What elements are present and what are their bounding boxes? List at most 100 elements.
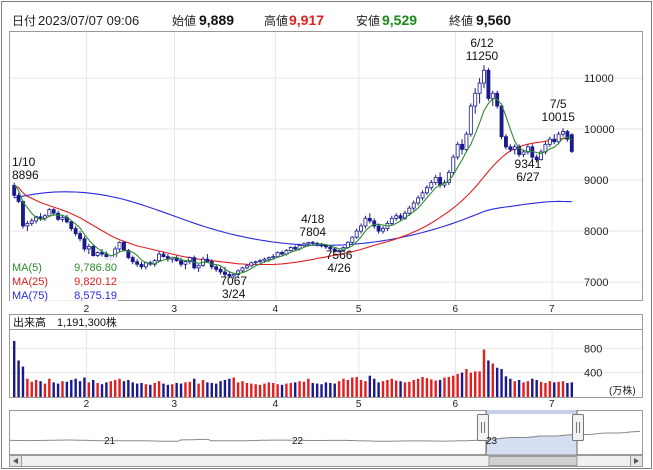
candlestick-series — [12, 65, 574, 279]
candle-body-down — [280, 252, 284, 255]
candle-body-up — [306, 241, 311, 245]
candle-body-down — [508, 146, 513, 150]
legend-item-value: 9,786.80 — [74, 262, 117, 274]
volume-bar — [26, 378, 29, 397]
candle-body-down — [100, 252, 104, 255]
volume-bar — [495, 367, 499, 397]
candle — [16, 192, 21, 204]
volume-bar — [188, 381, 192, 397]
volume-bar — [131, 382, 134, 397]
candle-body-up — [354, 230, 359, 238]
legend-item-value: 9,820.12 — [74, 276, 117, 288]
scroll-right-button[interactable] — [630, 455, 643, 467]
candle-body-down — [367, 217, 372, 222]
annotation-line-1: 1/10 — [12, 155, 36, 169]
candle — [460, 139, 464, 155]
candle — [288, 246, 293, 252]
annotation-line-1: 6/12 — [470, 36, 494, 50]
ma5-line — [13, 97, 573, 275]
candle-body-up — [95, 252, 100, 256]
volume-bar — [359, 379, 363, 397]
candle-body-up — [345, 241, 350, 248]
close-value: 9,560 — [476, 12, 511, 28]
navigator-left-handle[interactable] — [477, 414, 489, 441]
candle — [332, 247, 337, 253]
navigator-selection-area — [485, 434, 578, 456]
candle — [95, 251, 100, 258]
candle-body-down — [82, 238, 87, 250]
price-y-tick-label: 8000 — [584, 226, 608, 238]
candle-body-down — [73, 228, 78, 235]
candle — [82, 236, 87, 252]
price-x-tick-label: 7 — [549, 304, 555, 315]
scrollbar-thumb[interactable] — [488, 456, 578, 466]
volume-bar — [166, 384, 170, 397]
annotation-line-2: 10015 — [542, 110, 576, 124]
candle — [486, 67, 491, 101]
candle-body-up — [42, 215, 47, 219]
candle — [367, 213, 372, 224]
volume-bar — [236, 382, 240, 397]
candle-body-down — [69, 221, 74, 229]
volume-y-tick-label: 400 — [584, 368, 602, 380]
volume-bar — [48, 378, 51, 397]
candle-body-up — [561, 131, 565, 135]
candle — [161, 251, 166, 258]
candle — [482, 65, 486, 89]
candle-body-up — [424, 187, 429, 194]
volume-bar — [127, 379, 130, 397]
candle — [499, 103, 504, 140]
candle-body-up — [236, 270, 241, 275]
volume-bar — [394, 380, 398, 397]
volume-bar — [250, 383, 253, 397]
navigator-year-label: 22 — [292, 436, 304, 447]
candle-body-up — [394, 215, 399, 219]
volume-bar — [381, 381, 385, 397]
candle — [126, 248, 131, 260]
volume-bar — [355, 376, 358, 397]
candle-body-up — [266, 257, 271, 260]
volume-bar — [566, 382, 569, 397]
candle — [512, 144, 517, 155]
candle-body-down — [323, 245, 328, 248]
scroll-left-button[interactable] — [9, 455, 22, 467]
candle-body-down — [534, 156, 539, 161]
candle-body-up — [47, 209, 52, 217]
volume-bar — [144, 384, 148, 397]
candle — [411, 200, 416, 211]
volume-bar — [122, 381, 126, 397]
low-label: 安値 — [356, 13, 380, 28]
navigator-right-handle[interactable] — [572, 414, 584, 441]
low-value: 9,529 — [382, 12, 417, 28]
volume-bar — [443, 377, 446, 397]
volume-bar — [487, 360, 490, 397]
volume-bar — [329, 382, 332, 397]
volume-bar — [83, 377, 86, 397]
annotation-line-1: 9341 — [515, 157, 542, 171]
volume-bar — [460, 372, 464, 397]
volume-bar — [390, 378, 393, 397]
price-x-tick-label: 2 — [84, 304, 90, 315]
candle-body-down — [552, 138, 557, 143]
volume-bar — [482, 349, 486, 397]
candle-body-down — [293, 247, 298, 250]
candle-body-up — [363, 217, 368, 227]
open-label: 始値 — [172, 13, 196, 28]
candle — [73, 225, 78, 237]
volume-bar — [324, 382, 328, 397]
candle — [337, 249, 342, 254]
candle — [451, 154, 456, 175]
volume-x-tick-label: 5 — [356, 399, 362, 410]
candle — [117, 241, 122, 252]
candle-body-up — [407, 207, 412, 214]
candle-body-down — [16, 194, 21, 202]
candle — [244, 264, 249, 270]
candle-body-up — [433, 177, 438, 183]
candle-body-down — [565, 131, 570, 140]
volume-bar — [223, 379, 227, 397]
candle-body-down — [328, 246, 333, 250]
candle-body-up — [25, 223, 30, 227]
legend-item-name: MA(5) — [12, 262, 42, 274]
volume-bar — [258, 384, 262, 397]
candle — [561, 128, 565, 137]
